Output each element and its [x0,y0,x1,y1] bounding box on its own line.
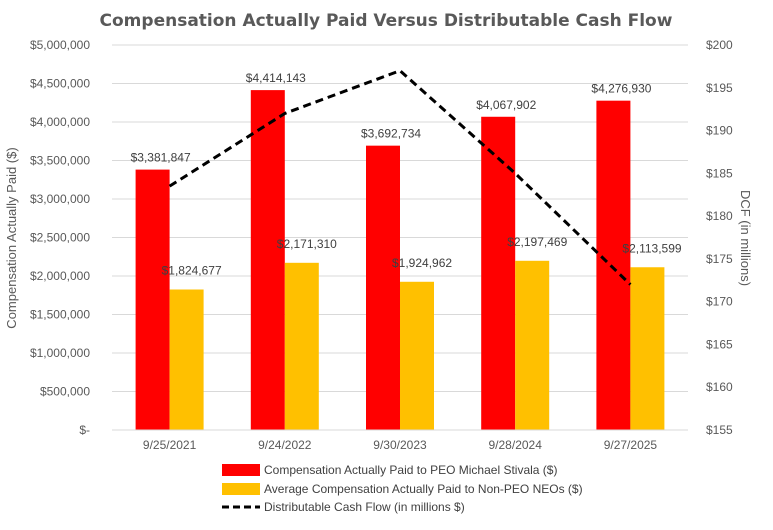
y2-tick-label: $200 [706,38,733,52]
legend-swatch-non-peo [222,483,260,495]
y2-tick-label: $165 [706,337,733,351]
y2-tick-label: $185 [706,166,733,180]
y-tick-label: $3,500,000 [30,154,90,168]
bars [135,90,665,430]
data-label-non-peo: $2,171,310 [277,237,337,251]
x-axis-ticks: 9/25/2021 9/24/2022 9/30/2023 9/28/2024 9/27… [143,438,658,452]
chart-title: Compensation Actually Paid Versus Distri… [100,11,673,31]
y-axis-label: Compensation Actually Paid ($) [4,147,19,328]
bar-peo [596,100,631,430]
legend-swatch-peo [222,464,260,476]
y2-tick-label: $170 [706,295,733,309]
y-tick-label: $3,000,000 [30,192,90,206]
y2-tick-label: $180 [706,209,733,223]
data-label-peo: $3,381,847 [131,151,191,165]
legend: Compensation Actually Paid to PEO Michae… [222,463,583,514]
legend-label-non-peo: Average Compensation Actually Paid to No… [264,482,583,496]
bar-non-peo [630,267,665,430]
y-tick-label: $4,000,000 [30,115,90,129]
y2-tick-label: $155 [706,423,733,437]
y2-tick-label: $175 [706,252,733,266]
x-tick-label: 9/30/2023 [373,438,427,452]
bar-non-peo [515,260,550,430]
y-tick-label: $500,000 [40,385,90,399]
y-tick-label: $1,500,000 [30,308,90,322]
y2-tick-label: $195 [706,81,733,95]
y-tick-label: $- [79,423,90,437]
y-axis-ticks: $- $500,000 $1,000,000 $1,500,000 $2,000,000… [30,38,90,437]
x-tick-label: 9/27/2025 [604,438,658,452]
legend-label-dcf: Distributable Cash Flow (in millions $) [264,500,465,514]
x-tick-label: 9/28/2024 [489,438,543,452]
y-tick-label: $1,000,000 [30,346,90,360]
data-label-non-peo: $2,197,469 [507,235,567,249]
data-label-peo: $4,067,902 [476,98,536,112]
x-tick-label: 9/24/2022 [258,438,312,452]
data-label-peo: $3,692,734 [361,127,421,141]
y2-tick-label: $190 [706,124,733,138]
bar-non-peo [169,289,204,430]
bar-peo [135,169,170,430]
bar-peo [250,90,285,430]
y-tick-label: $2,500,000 [30,231,90,245]
bar-peo [366,145,400,430]
legend-label-peo: Compensation Actually Paid to PEO Michae… [264,463,557,477]
data-label-non-peo: $1,924,962 [392,256,452,270]
y2-axis-ticks: $155 $160 $165 $170 $175 $180 $185 $190 $195 $200 [706,38,733,437]
y2-axis-label: DCF (in millions) [738,190,753,286]
data-label-peo: $4,414,143 [246,71,306,85]
data-label-peo: $4,276,930 [591,82,651,96]
x-tick-label: 9/25/2021 [143,438,197,452]
y-tick-label: $4,500,000 [30,77,90,91]
data-label-non-peo: $2,113,599 [622,241,681,255]
data-label-non-peo: $1,824,677 [162,263,222,277]
y2-tick-label: $160 [706,380,733,394]
bar-peo [481,116,516,430]
y-tick-label: $2,000,000 [30,269,90,283]
bar-non-peo [284,262,319,430]
data-labels: $3,381,847 $4,414,143 $3,692,734 $4,067,902… [131,71,682,277]
y-tick-label: $5,000,000 [30,38,90,52]
bar-non-peo [400,281,434,430]
